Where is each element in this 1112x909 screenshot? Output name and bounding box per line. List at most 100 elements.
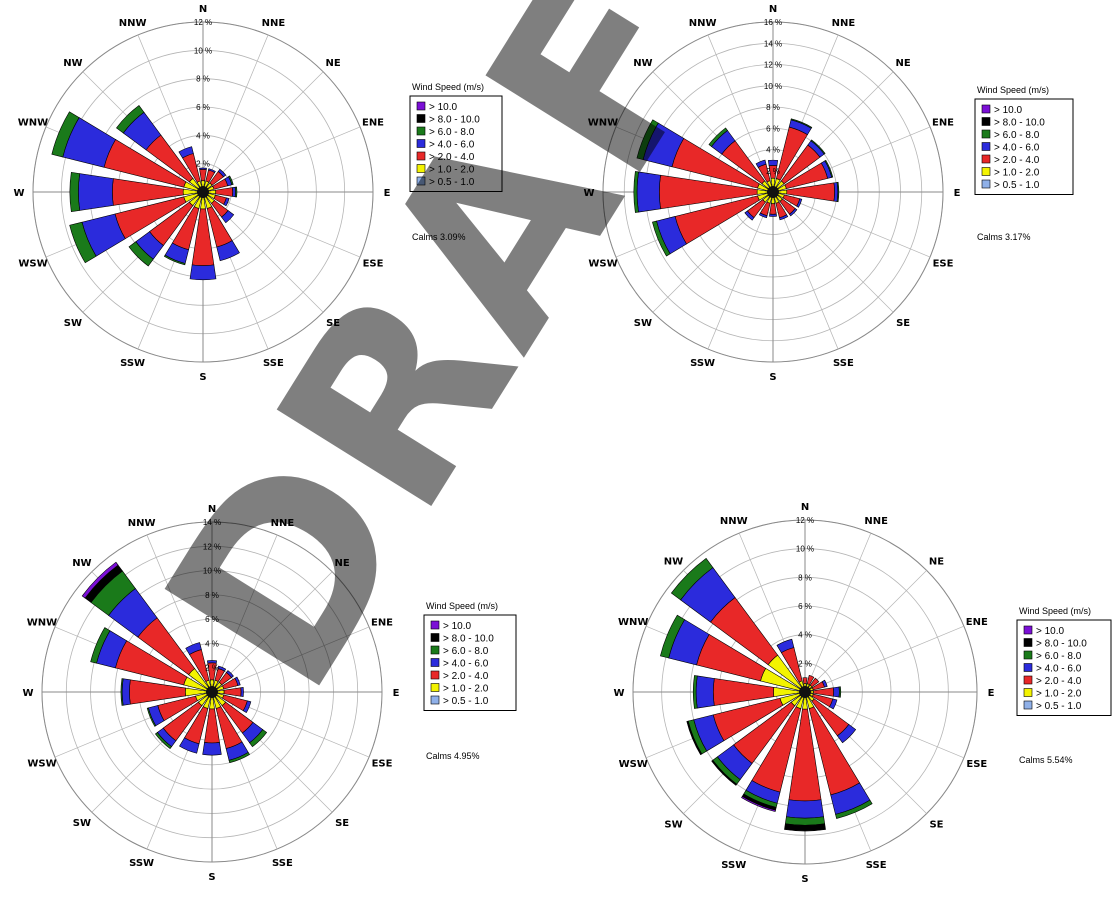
- petal-nnw-seg-3: [776, 638, 795, 654]
- legend-label: > 0.5 - 1.0: [443, 696, 489, 707]
- spoke-line: [202, 34, 269, 193]
- petal-nnw-seg-3: [185, 642, 202, 655]
- petal-s-seg-3: [202, 742, 222, 756]
- petal-se-seg-4: [249, 729, 268, 748]
- petal-ne-seg-2: [809, 677, 820, 688]
- petal-nne-seg-2: [806, 674, 815, 686]
- petal-w-seg-3: [121, 678, 131, 706]
- petal-ne-seg-4: [810, 139, 826, 155]
- legend: Wind Speed (m/s) > 10.0 > 8.0 - 10.0> 6.0 …: [974, 85, 1074, 195]
- legend-swatch: [1023, 650, 1033, 660]
- spoke-line: [211, 534, 278, 693]
- petal-nne-seg-3: [208, 168, 216, 173]
- legend-label: > 1.0 - 2.0: [429, 165, 475, 176]
- legend-label: > 8.0 - 10.0: [1036, 639, 1087, 650]
- direction-label-nne: NNE: [271, 518, 295, 529]
- legend-swatch: [981, 129, 991, 139]
- petal-n-seg-3: [206, 660, 218, 664]
- petal-wsw-seg-4: [146, 707, 157, 727]
- direction-label-nnw: NNW: [128, 518, 156, 529]
- petal-e-seg-4: [836, 181, 840, 203]
- legend-swatch: [416, 101, 426, 111]
- legend-label: > 4.0 - 6.0: [429, 140, 475, 151]
- direction-label-nw: NW: [72, 558, 91, 569]
- ring-label: 12 %: [764, 61, 782, 70]
- petal-w-seg-4: [633, 171, 639, 213]
- direction-label-nnw: NNW: [119, 18, 147, 29]
- legend-label: > 10.0: [1036, 626, 1065, 637]
- ring-label: 14 %: [764, 39, 782, 48]
- legend-swatch: [1023, 663, 1033, 672]
- direction-label-nnw: NNW: [720, 516, 748, 527]
- direction-label-sw: SW: [64, 318, 82, 329]
- legend-swatch: [430, 670, 440, 680]
- direction-label-e: E: [384, 188, 391, 199]
- legend-swatch: [981, 179, 991, 189]
- legend-swatch: [1023, 638, 1033, 647]
- legend-label: > 1.0 - 2.0: [443, 684, 489, 695]
- petal-wsw-seg-5: [686, 720, 703, 756]
- direction-label-ssw: SSW: [721, 860, 746, 871]
- ring-label: 10 %: [194, 46, 212, 55]
- legend-box: [1016, 619, 1112, 716]
- legend-label: > 6.0 - 8.0: [1036, 651, 1082, 662]
- legend-title: Wind Speed (m/s): [977, 85, 1049, 95]
- ring-label: 16 %: [764, 18, 782, 27]
- direction-label-nne: NNE: [832, 18, 856, 29]
- legend-label: > 2.0 - 4.0: [443, 671, 489, 682]
- ring-label: 14 %: [203, 518, 221, 527]
- petal-w-seg-4: [120, 678, 124, 706]
- direction-label-se: SE: [929, 820, 943, 831]
- petal-ssw-seg-3: [758, 212, 768, 219]
- spoke-line: [804, 625, 965, 693]
- petal-e-seg-3: [240, 686, 244, 698]
- direction-label-wnw: WNW: [588, 118, 618, 129]
- direction-label-ssw: SSW: [120, 358, 145, 369]
- petal-wnw-seg-4: [90, 627, 111, 664]
- direction-label-ene: ENE: [371, 618, 393, 629]
- ring-label: 2 %: [798, 659, 812, 668]
- ring-label: 6 %: [205, 615, 219, 624]
- petal-ese-seg-3: [242, 700, 252, 714]
- direction-label-se: SE: [335, 818, 349, 829]
- legend-label: > 6.0 - 8.0: [443, 646, 489, 657]
- legend-swatch: [1023, 675, 1033, 685]
- center-hub: [206, 686, 218, 698]
- petal-s-seg-3: [769, 213, 777, 217]
- wind-rose-2: 2 % 4 % 6 % 8 % 10 % 12 % 14 % 16 % N NNE NE ENE E ES…: [583, 4, 1074, 383]
- legend-label: > 8.0 - 10.0: [443, 634, 494, 645]
- petal-ne-seg-3: [226, 670, 234, 678]
- petal-wsw-seg-4: [652, 220, 671, 257]
- petal-ssw-seg-3: [179, 737, 200, 754]
- petal-ene-seg-3: [821, 679, 828, 688]
- direction-label-sse: SSE: [263, 358, 284, 369]
- petal-w-seg-3: [78, 173, 114, 211]
- ring-label: 6 %: [798, 602, 812, 611]
- petal-nnw-seg-3: [178, 146, 194, 159]
- ring-label: 2 %: [766, 167, 780, 176]
- petal-n-seg-2: [802, 677, 808, 684]
- ring-label: 8 %: [205, 591, 219, 600]
- direction-label-w: W: [13, 188, 24, 199]
- direction-label-wsw: WSW: [619, 759, 648, 770]
- legend-swatch: [430, 645, 440, 655]
- legend-swatch: [416, 164, 426, 173]
- legend-label: > 2.0 - 4.0: [1036, 676, 1082, 687]
- petal-w-seg-4: [69, 171, 81, 213]
- direction-label-nne: NNE: [262, 18, 286, 29]
- petal-nw-seg-4: [708, 127, 728, 147]
- petal-ssw-seg-4: [163, 254, 186, 266]
- direction-label-n: N: [801, 502, 809, 513]
- legend-label: > 1.0 - 2.0: [1036, 689, 1082, 700]
- legend-swatch: [416, 151, 426, 161]
- petal-sse-seg-3: [216, 240, 240, 262]
- legend-swatch: [430, 658, 440, 667]
- ring-label: 10 %: [764, 82, 782, 91]
- direction-label-wsw: WSW: [18, 258, 47, 269]
- direction-label-ene: ENE: [932, 118, 954, 129]
- legend-swatch: [416, 139, 426, 148]
- direction-label-ssw: SSW: [690, 358, 715, 369]
- legend-label: > 10.0: [429, 102, 458, 113]
- direction-label-ese: ESE: [933, 258, 954, 269]
